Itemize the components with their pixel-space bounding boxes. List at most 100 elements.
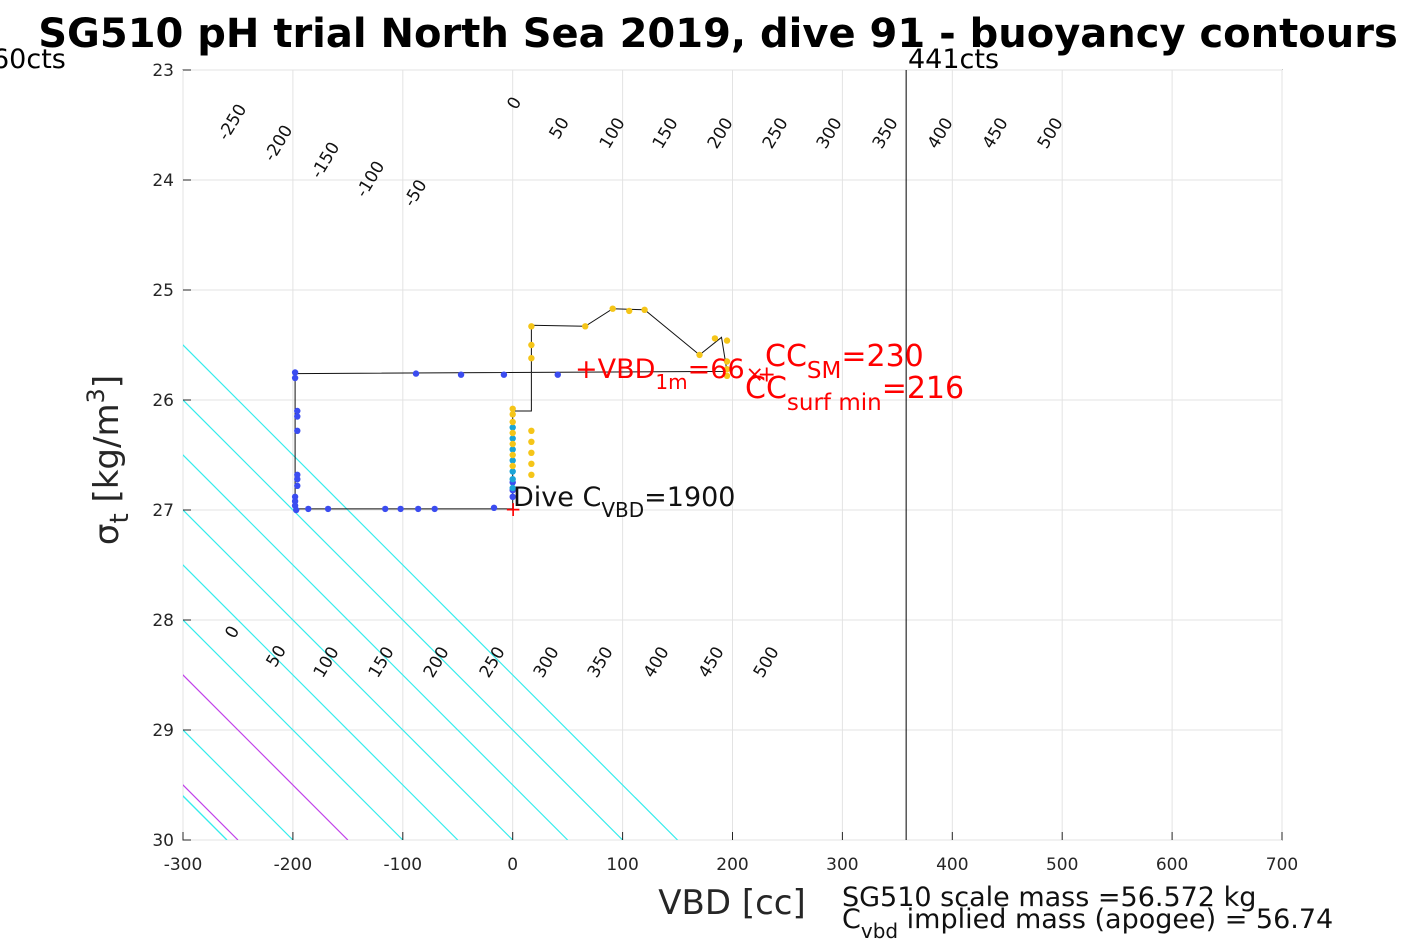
descent-point xyxy=(412,370,420,377)
x-tick-label: 100 xyxy=(606,855,638,875)
chart-title: SG510 pH trial North Sea 2019, dive 91 -… xyxy=(38,11,1398,57)
descent-point xyxy=(509,493,516,500)
ascent-point xyxy=(528,427,535,434)
contour-line xyxy=(183,454,569,840)
ascent-point xyxy=(528,355,535,362)
ascent-point xyxy=(582,323,589,330)
y-axis-label-close: ] xyxy=(87,375,127,388)
descent-point xyxy=(382,505,389,513)
cc-surf-min-label-main: CC xyxy=(745,371,787,406)
contour-line xyxy=(183,344,678,840)
descent-point xyxy=(490,504,498,511)
y-tick-label: 28 xyxy=(152,611,174,631)
y-tick-label: 30 xyxy=(152,831,174,851)
x-tick-label: 500 xyxy=(1046,855,1078,875)
contour-line xyxy=(0,70,172,840)
descent-point xyxy=(294,407,301,415)
contour-line xyxy=(183,564,459,840)
descent-point xyxy=(291,493,299,500)
ascent-point xyxy=(723,366,731,373)
x-tick-label: -200 xyxy=(274,855,313,875)
descent-point xyxy=(294,427,301,434)
y-axis-label-unit: [kg/m xyxy=(87,403,127,513)
ascent-point xyxy=(528,471,535,478)
descent-point xyxy=(291,498,299,505)
vbd-1m-label-tail: =66 xyxy=(688,354,745,385)
descent-point xyxy=(397,505,404,513)
y-tick-label: 24 xyxy=(152,171,174,191)
implied-mass-sub: vbd xyxy=(861,919,898,943)
descent-point xyxy=(554,371,561,378)
y-axis-label: σt [kg/m3] xyxy=(82,375,135,545)
x-tick-label: 200 xyxy=(716,855,748,875)
ascent-point xyxy=(723,372,731,379)
cc-sm-label-tail: =230 xyxy=(841,339,923,374)
x-tick-label: 700 xyxy=(1266,855,1298,875)
ascent-point xyxy=(528,460,535,467)
tick-labels: -300 -200 -100 0 100 200 300 400 500 600 700 23 24 25… xyxy=(152,61,1298,875)
x-tick-label: -300 xyxy=(164,855,203,875)
cc-surf-min-label-tail: =216 xyxy=(882,371,964,406)
y-tick-label: 23 xyxy=(152,61,174,81)
vbd-1m-label-sub: 1m xyxy=(655,370,687,394)
contour-line xyxy=(183,619,404,840)
ascent-point xyxy=(609,305,616,312)
y-tick-label: 29 xyxy=(152,721,174,741)
ascent-point xyxy=(528,438,535,445)
implied-mass-main: C xyxy=(842,904,861,935)
ascent-point xyxy=(625,307,633,315)
x-tick-label: 0 xyxy=(507,855,518,875)
mid-point xyxy=(509,468,516,475)
cc-surf-min-marker: × xyxy=(745,363,763,388)
ascent-point xyxy=(723,337,731,344)
ascent-point xyxy=(509,418,516,426)
left-count-label: 60cts xyxy=(0,44,66,75)
descent-point xyxy=(414,505,422,513)
descent-point xyxy=(500,371,508,378)
cc-sm-label: CCSM=230 xyxy=(765,339,924,384)
ascent-point xyxy=(528,341,535,349)
descent-point xyxy=(305,505,312,513)
ascent-point xyxy=(509,440,516,448)
x-tick-label: 600 xyxy=(1156,855,1188,875)
vbd-1m-label: +VBD1m=66 xyxy=(575,354,745,394)
ascent-point xyxy=(696,351,703,359)
descent-point xyxy=(294,413,301,420)
descent-point xyxy=(294,482,301,489)
contour-lines xyxy=(0,70,678,840)
dive-cvbd-label-sub: VBD xyxy=(601,498,644,522)
cc-surf-min-label: CCsurf min=216 xyxy=(745,371,964,416)
ascent-point xyxy=(509,451,516,459)
mid-point xyxy=(509,435,516,442)
descent-point xyxy=(291,369,299,376)
contour-line xyxy=(0,70,62,840)
cc-sm-label-main: CC xyxy=(765,339,807,374)
contour-line xyxy=(183,509,514,840)
cc-sm-marker: + xyxy=(757,363,775,388)
descent-point xyxy=(294,476,301,483)
x-axis-label: VBD [cc] xyxy=(658,883,806,923)
mid-point xyxy=(509,484,516,492)
descent-point xyxy=(457,371,465,378)
scale-mass-label: SG510 scale mass =56.572 kg xyxy=(842,882,1256,913)
mid-point xyxy=(509,424,516,431)
grid-lines xyxy=(182,69,1283,841)
x-tick-label: 400 xyxy=(936,855,968,875)
y-tick-label: 27 xyxy=(152,501,174,521)
descent-point xyxy=(294,471,301,478)
mid-point xyxy=(509,446,516,453)
descent-point xyxy=(292,506,300,514)
dive-cvbd-label-main: Dive C xyxy=(513,482,601,513)
y-axis-label-sub: t xyxy=(105,513,135,523)
implied-mass-label: Cvbd implied mass (apogee) = 56.74 xyxy=(842,904,1333,943)
ascent-point xyxy=(711,335,719,342)
ascent-point xyxy=(509,411,516,418)
y-tick-label: 25 xyxy=(152,281,174,301)
vbd-1m-label-main: +VBD xyxy=(575,354,655,385)
y-axis-label-sup: 3 xyxy=(82,388,110,403)
contour-line xyxy=(0,70,7,840)
dive-cvbd-label: Dive CVBD=1900 xyxy=(513,482,735,522)
dive-cvbd-label-tail: =1900 xyxy=(644,482,735,513)
